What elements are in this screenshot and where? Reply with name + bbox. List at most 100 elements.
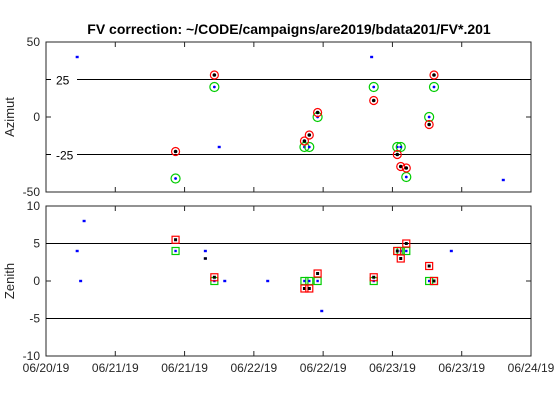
zenith-green-square-center <box>308 279 311 283</box>
zenith-blue-point <box>79 279 83 283</box>
zenith-green-square-center <box>427 279 431 283</box>
azimuth-blue-point <box>75 55 79 59</box>
zenith-plot-area <box>45 205 532 357</box>
azimuth-red-circle-center <box>427 122 431 127</box>
azimuth-red-circle <box>424 119 434 130</box>
zenith-red-square-center <box>212 275 216 279</box>
zenith-red-square-center <box>395 249 399 253</box>
chart-title: FV correction: ~/CODE/campaigns/are2019/… <box>87 21 491 37</box>
azimuth-green-circle-center <box>427 115 431 119</box>
zenith-red-square-center <box>307 287 311 290</box>
azimuth-red-circle <box>392 149 402 160</box>
zenith-ytick-label: 0 <box>33 274 40 288</box>
azimuth-reference-label: -25 <box>56 149 74 163</box>
zenith-red-square-center <box>372 275 376 279</box>
azimuth-blue-point <box>370 55 374 59</box>
azimuth-red-circle-center <box>398 164 403 169</box>
azimuth-red-circle <box>369 95 379 106</box>
azimuth-reference-label-bg <box>51 71 77 88</box>
x-tick-label: 06/22/19 <box>300 361 347 375</box>
zenith-ytick-label: -10 <box>23 349 41 363</box>
azimuth-red-circle-center <box>302 139 307 143</box>
zenith-blue-point <box>320 309 324 313</box>
azimuth-reference-label-bg <box>51 146 77 163</box>
zenith-green-square <box>171 246 180 256</box>
zenith-red-square <box>429 276 439 286</box>
zenith-red-square <box>396 254 405 263</box>
azimuth-red-circle <box>209 70 219 80</box>
azimuth-red-circle <box>313 107 323 118</box>
azimuth-red-circle <box>429 70 439 80</box>
azimuth-green-circle <box>209 81 220 93</box>
azimuth-ytick-label: 0 <box>33 110 40 124</box>
zenith-red-square-center <box>427 264 431 268</box>
azimuth-green-circle-center <box>399 145 403 149</box>
zenith-red-square-center <box>432 279 436 283</box>
azimuth-green-circle <box>304 141 315 153</box>
azimuth-green-circle-center <box>404 175 408 179</box>
x-tick-label: 06/24/19 <box>508 361 555 375</box>
zenith-green-square-center <box>405 249 408 253</box>
zenith-axes: Zenith 10 5 0 -5 -10 <box>2 199 532 363</box>
azimuth-plot-area <box>45 41 532 193</box>
azimuth-green-circle-center <box>432 85 436 89</box>
zenith-red-square-center <box>404 242 408 245</box>
azimuth-green-circle <box>368 81 379 93</box>
x-tick-label: 06/21/19 <box>161 361 208 375</box>
azimuth-blue-point <box>501 178 505 182</box>
azimuth-red-circle <box>304 130 314 140</box>
azimuth-green-circle-center <box>307 145 311 149</box>
x-axis: 06/20/19 06/21/19 06/21/19 06/22/19 06/22/19… <box>23 361 555 375</box>
azimuth-green-circle-center <box>212 85 216 89</box>
azimuth-green-circle-center <box>372 85 376 89</box>
zenith-red-square-center <box>302 287 306 290</box>
zenith-red-square-center <box>174 238 178 242</box>
zenith-blue-point <box>266 279 270 283</box>
azimuth-ylabel: Azimut <box>2 97 17 137</box>
zenith-blue-point <box>75 249 79 253</box>
zenith-ytick-label: 5 <box>33 237 40 251</box>
zenith-ylabel: Zenith <box>2 263 17 299</box>
zenith-black-point <box>203 257 207 260</box>
azimuth-blue-point <box>217 145 221 149</box>
zenith-blue-point <box>203 249 207 253</box>
azimuth-green-circle <box>428 81 440 93</box>
azimuth-red-circle-center <box>395 152 400 157</box>
zenith-blue-point <box>82 219 86 223</box>
zenith-red-square <box>210 273 219 282</box>
azimuth-red-circle <box>170 146 181 157</box>
x-tick-label: 06/20/19 <box>23 361 70 375</box>
azimuth-green-circle <box>424 111 435 123</box>
zenith-blue-point <box>449 249 453 253</box>
azimuth-red-circle <box>396 161 406 172</box>
x-tick-label: 06/23/19 <box>438 361 485 375</box>
zenith-ytick-label: 10 <box>27 199 41 213</box>
azimuth-axes: Azimut 50 0 -50 25 -25 <box>2 35 532 199</box>
azimuth-red-circle-center <box>404 166 409 170</box>
zenith-green-square-center <box>303 279 306 283</box>
zenith-red-square <box>305 284 314 293</box>
x-tick-label: 06/22/19 <box>230 361 277 375</box>
x-tick-label: 06/23/19 <box>369 361 416 375</box>
zenith-green-square-center <box>316 279 319 283</box>
azimuth-red-circle-center <box>307 133 312 137</box>
zenith-red-square <box>402 239 411 248</box>
azimuth-red-circle-center <box>315 110 320 115</box>
azimuth-green-circle-center <box>174 177 177 180</box>
azimuth-red-circle <box>299 136 310 146</box>
zenith-blue-point <box>223 279 227 283</box>
zenith-red-square-center <box>316 272 320 275</box>
zenith-red-square <box>425 261 434 271</box>
azimuth-red-circle <box>401 163 411 173</box>
zenith-red-square <box>369 273 378 282</box>
azimuth-green-circle <box>170 173 181 184</box>
azimuth-red-circle-center <box>173 149 178 154</box>
zenith-green-square-center <box>174 249 177 253</box>
x-tick-label: 06/21/19 <box>92 361 139 375</box>
azimuth-red-circle-center <box>371 98 376 103</box>
zenith-red-square <box>313 269 322 278</box>
azimuth-reference-label: 25 <box>56 74 70 88</box>
azimuth-red-circle-center <box>212 73 217 77</box>
azimuth-ytick-label: -50 <box>23 185 41 199</box>
